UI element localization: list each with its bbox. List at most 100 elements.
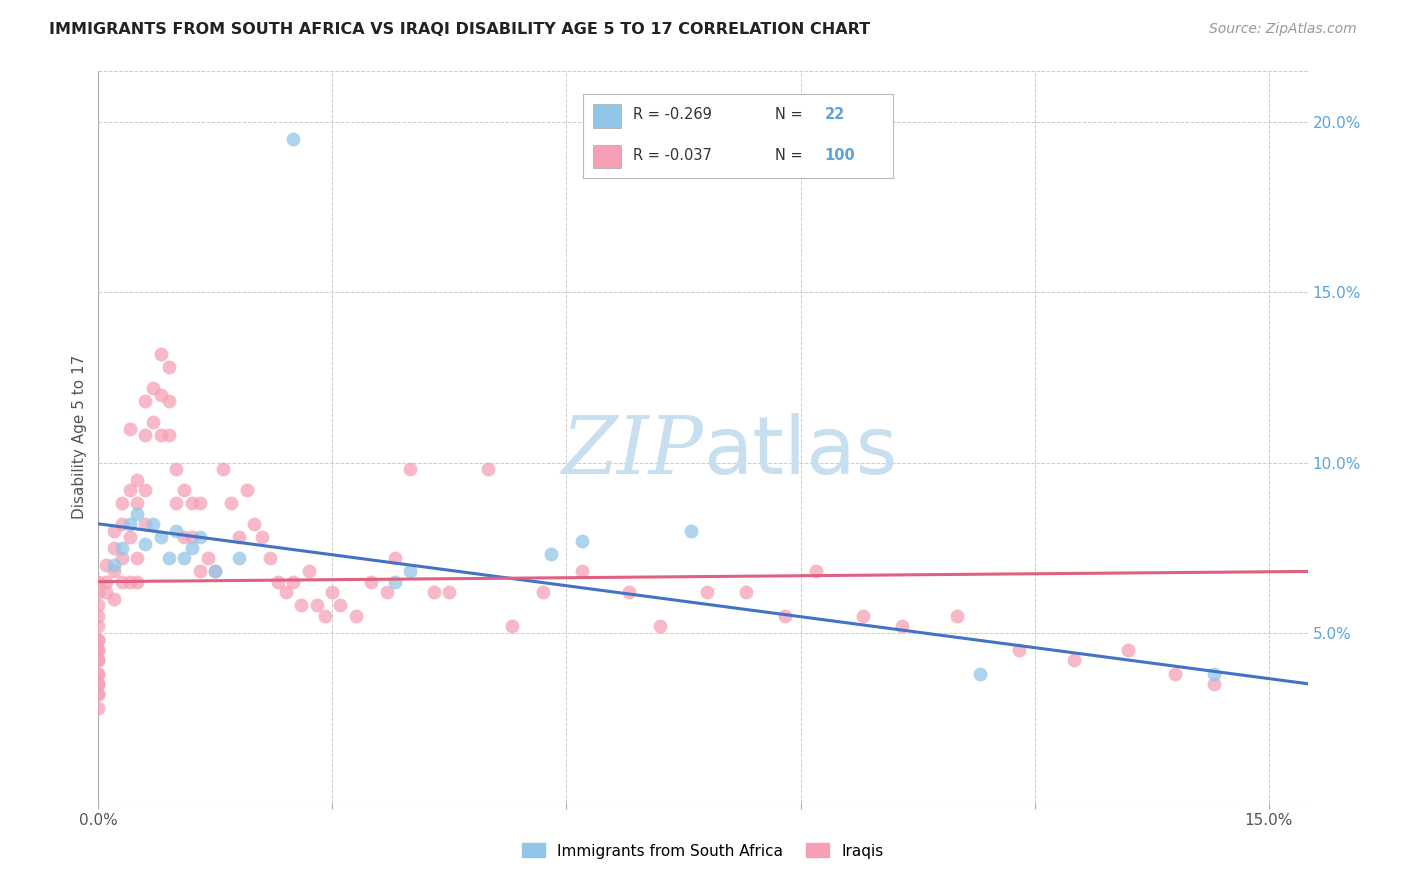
- Point: [87, 653, 110, 667]
- Point: [267, 574, 290, 589]
- Point: [173, 550, 195, 565]
- Point: [87, 687, 110, 701]
- Point: [375, 585, 398, 599]
- Point: [571, 565, 593, 579]
- Point: [103, 541, 125, 555]
- Point: [329, 599, 352, 613]
- Point: [228, 531, 250, 545]
- Point: [969, 666, 991, 681]
- Point: [165, 496, 187, 510]
- Point: [290, 599, 312, 613]
- Point: [681, 524, 703, 538]
- Point: [252, 531, 274, 545]
- Point: [204, 565, 226, 579]
- Point: [87, 677, 110, 691]
- Point: [617, 585, 640, 599]
- Point: [87, 642, 110, 657]
- Point: [142, 415, 165, 429]
- Point: [87, 632, 110, 647]
- Point: [127, 550, 149, 565]
- Point: [111, 550, 134, 565]
- Point: [305, 599, 328, 613]
- Point: [96, 585, 118, 599]
- Point: [142, 381, 165, 395]
- Point: [1063, 653, 1085, 667]
- Point: [127, 507, 149, 521]
- Point: [804, 565, 827, 579]
- Point: [157, 394, 180, 409]
- Point: [118, 483, 141, 497]
- Text: IMMIGRANTS FROM SOUTH AFRICA VS IRAQI DISABILITY AGE 5 TO 17 CORRELATION CHART: IMMIGRANTS FROM SOUTH AFRICA VS IRAQI DI…: [49, 22, 870, 37]
- Point: [423, 585, 446, 599]
- Text: N =: N =: [775, 148, 807, 163]
- Point: [344, 608, 367, 623]
- Text: 100: 100: [825, 148, 855, 163]
- Point: [157, 360, 180, 375]
- Point: [181, 541, 204, 555]
- Point: [96, 558, 118, 572]
- Point: [1008, 642, 1031, 657]
- Point: [212, 462, 235, 476]
- Point: [96, 574, 118, 589]
- Point: [134, 483, 156, 497]
- Point: [87, 599, 110, 613]
- Point: [501, 619, 523, 633]
- Point: [540, 548, 562, 562]
- Point: [477, 462, 499, 476]
- Point: [118, 421, 141, 435]
- Point: [149, 347, 172, 361]
- Point: [87, 608, 110, 623]
- Point: [165, 462, 187, 476]
- Point: [87, 666, 110, 681]
- Point: [188, 565, 211, 579]
- Point: [87, 619, 110, 633]
- Point: [127, 473, 149, 487]
- Point: [134, 537, 156, 551]
- Point: [103, 565, 125, 579]
- Point: [259, 550, 281, 565]
- Point: [149, 387, 172, 401]
- Point: [157, 550, 180, 565]
- Point: [321, 585, 343, 599]
- Point: [111, 516, 134, 531]
- Point: [1202, 677, 1225, 691]
- Point: [173, 483, 195, 497]
- Point: [87, 574, 110, 589]
- Point: [173, 531, 195, 545]
- Text: Source: ZipAtlas.com: Source: ZipAtlas.com: [1209, 22, 1357, 37]
- Point: [134, 516, 156, 531]
- Point: [111, 541, 134, 555]
- Point: [127, 496, 149, 510]
- Point: [87, 632, 110, 647]
- Point: [945, 608, 967, 623]
- Point: [399, 565, 422, 579]
- Point: [243, 516, 266, 531]
- Point: [87, 585, 110, 599]
- Point: [87, 642, 110, 657]
- Point: [87, 677, 110, 691]
- Point: [890, 619, 912, 633]
- Text: N =: N =: [775, 107, 807, 122]
- Point: [204, 565, 226, 579]
- Point: [134, 428, 156, 442]
- Point: [103, 558, 125, 572]
- Point: [134, 394, 156, 409]
- Point: [696, 585, 718, 599]
- Point: [87, 666, 110, 681]
- Point: [735, 585, 758, 599]
- Point: [314, 608, 336, 623]
- Point: [111, 496, 134, 510]
- Point: [283, 132, 305, 146]
- Point: [274, 585, 297, 599]
- Bar: [593, 103, 620, 128]
- Point: [87, 700, 110, 714]
- Bar: [593, 145, 620, 169]
- Point: [127, 574, 149, 589]
- Point: [531, 585, 554, 599]
- Point: [283, 574, 305, 589]
- Point: [571, 533, 593, 548]
- Point: [165, 524, 187, 538]
- Text: ZIP: ZIP: [561, 413, 703, 491]
- Text: R = -0.037: R = -0.037: [633, 148, 711, 163]
- Point: [197, 550, 219, 565]
